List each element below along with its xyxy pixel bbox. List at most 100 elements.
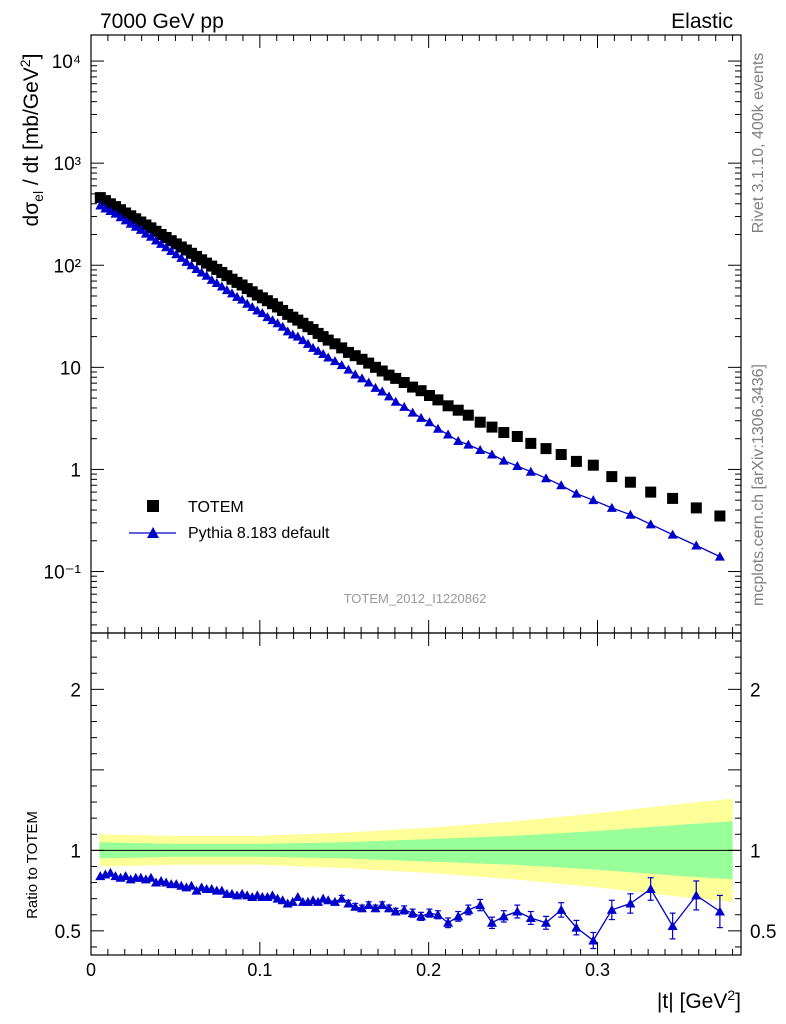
pythia-point (140, 228, 151, 238)
side-text-bottom: mcplots.cern.ch [arXiv:1306.3436] (750, 364, 767, 606)
pythia-point (216, 281, 227, 291)
axis-ticks: 0 0.1 0.2 0.3 10⁻¹ 1 10 10² 10³ 10⁴ 0.5 0.5 1 1 2 2 (44, 35, 776, 980)
totem-point (407, 381, 419, 393)
legend-label-pythia: Pythia 8.183 default (188, 525, 330, 542)
pythia-point (196, 267, 207, 277)
ratio-y-tick-label-left: 2 (70, 680, 81, 701)
totem-point (667, 492, 679, 504)
pythia-point (145, 231, 156, 241)
totem-point (525, 437, 537, 449)
pythia-point (237, 294, 248, 304)
pythia-point (606, 502, 617, 512)
y-tick-label: 10⁻¹ (44, 563, 82, 584)
ratio-point (399, 904, 410, 914)
pythia-point (318, 349, 329, 359)
main-frame (90, 34, 742, 634)
pythia-point (151, 235, 161, 245)
pythia-point (262, 312, 273, 322)
pythia-point (390, 396, 401, 406)
y-tick-label: 1 (70, 460, 81, 481)
totem-point (349, 350, 361, 362)
pythia-point (336, 360, 347, 370)
totem-point (424, 390, 435, 401)
pythia-point (110, 208, 121, 218)
totem-point (486, 421, 498, 433)
ratio-point (691, 890, 702, 900)
legend-marker-pythia (147, 527, 159, 538)
ratio-point (407, 908, 418, 918)
ratio-frame (90, 632, 742, 956)
pythia-point (267, 315, 278, 325)
ratio-point (377, 900, 388, 910)
pythia-point (691, 540, 702, 550)
pythia-point (252, 305, 263, 315)
legend-marker-totem (147, 500, 159, 512)
ratio-y-tick-label-right: 0.5 (750, 922, 776, 943)
ratio-point (443, 917, 454, 927)
x-tick-label: 0 (86, 960, 96, 980)
pythia-point (625, 509, 636, 519)
pythia-point (166, 245, 177, 255)
totem-point (587, 459, 599, 471)
totem-point (540, 443, 552, 455)
ratio-plot (95, 867, 725, 950)
pythia-point (232, 291, 243, 301)
pythia-point (329, 356, 340, 366)
totem-point (356, 353, 368, 365)
totem-point (376, 365, 388, 377)
ratio-y-tick-label-right: 2 (750, 680, 761, 701)
ratio-y-tick-label-right: 1 (750, 841, 761, 862)
pythia-point (356, 373, 367, 383)
x-tick-label: 0.2 (416, 960, 441, 980)
pythia-point (105, 205, 116, 215)
ratio-point (356, 903, 367, 913)
ratio-point (424, 908, 435, 918)
pythia-point (277, 321, 288, 331)
pythia-point (667, 529, 678, 539)
pythia-point (453, 435, 464, 445)
y-tick-label: 10⁴ (52, 52, 81, 73)
ratio-point (120, 871, 131, 881)
totem-point (570, 455, 582, 467)
ratio-point (105, 867, 116, 877)
pythia-point (95, 200, 106, 210)
pythia-point (714, 551, 725, 561)
ratio-point (323, 895, 334, 905)
pythia-point (257, 308, 268, 318)
ratio-point (383, 903, 394, 913)
header-right: Elastic (671, 10, 733, 33)
ratio-point (390, 906, 401, 916)
pythia-point (377, 386, 388, 396)
pythia-point (443, 429, 454, 439)
pythia-point (130, 221, 141, 231)
totem-point (363, 357, 375, 369)
totem-point (645, 486, 657, 498)
totem-point (322, 334, 334, 346)
svg-text:|t| [GeV2]: |t| [GeV2] (657, 987, 741, 1013)
totem-point (343, 346, 354, 358)
pythia-point (181, 256, 192, 266)
ratio-point (512, 906, 523, 916)
pythia-point (201, 270, 212, 280)
ratio-point (463, 904, 474, 914)
ratio-point (350, 901, 361, 911)
pythia-point (100, 203, 111, 213)
main-ylabel: dσel / dt [mb/GeV2] (17, 54, 46, 227)
pythia-point (363, 377, 374, 387)
ratio-point (191, 885, 202, 895)
ratio-point (453, 911, 464, 921)
totem-point (462, 409, 474, 421)
pythia-point (156, 238, 167, 248)
ratio-y-tick-label-left: 0.5 (55, 922, 81, 943)
pythia-point (161, 242, 172, 252)
totem-point (442, 400, 454, 412)
series-layer (94, 192, 726, 561)
x-tick-label: 0.1 (247, 960, 272, 980)
totem-point (336, 342, 348, 354)
y-tick-label: 10 (60, 358, 81, 379)
pythia-point (287, 329, 298, 339)
totem-point (390, 372, 402, 384)
ratio-point (645, 883, 656, 893)
ratio-point (370, 903, 381, 913)
totem-point (432, 394, 444, 406)
